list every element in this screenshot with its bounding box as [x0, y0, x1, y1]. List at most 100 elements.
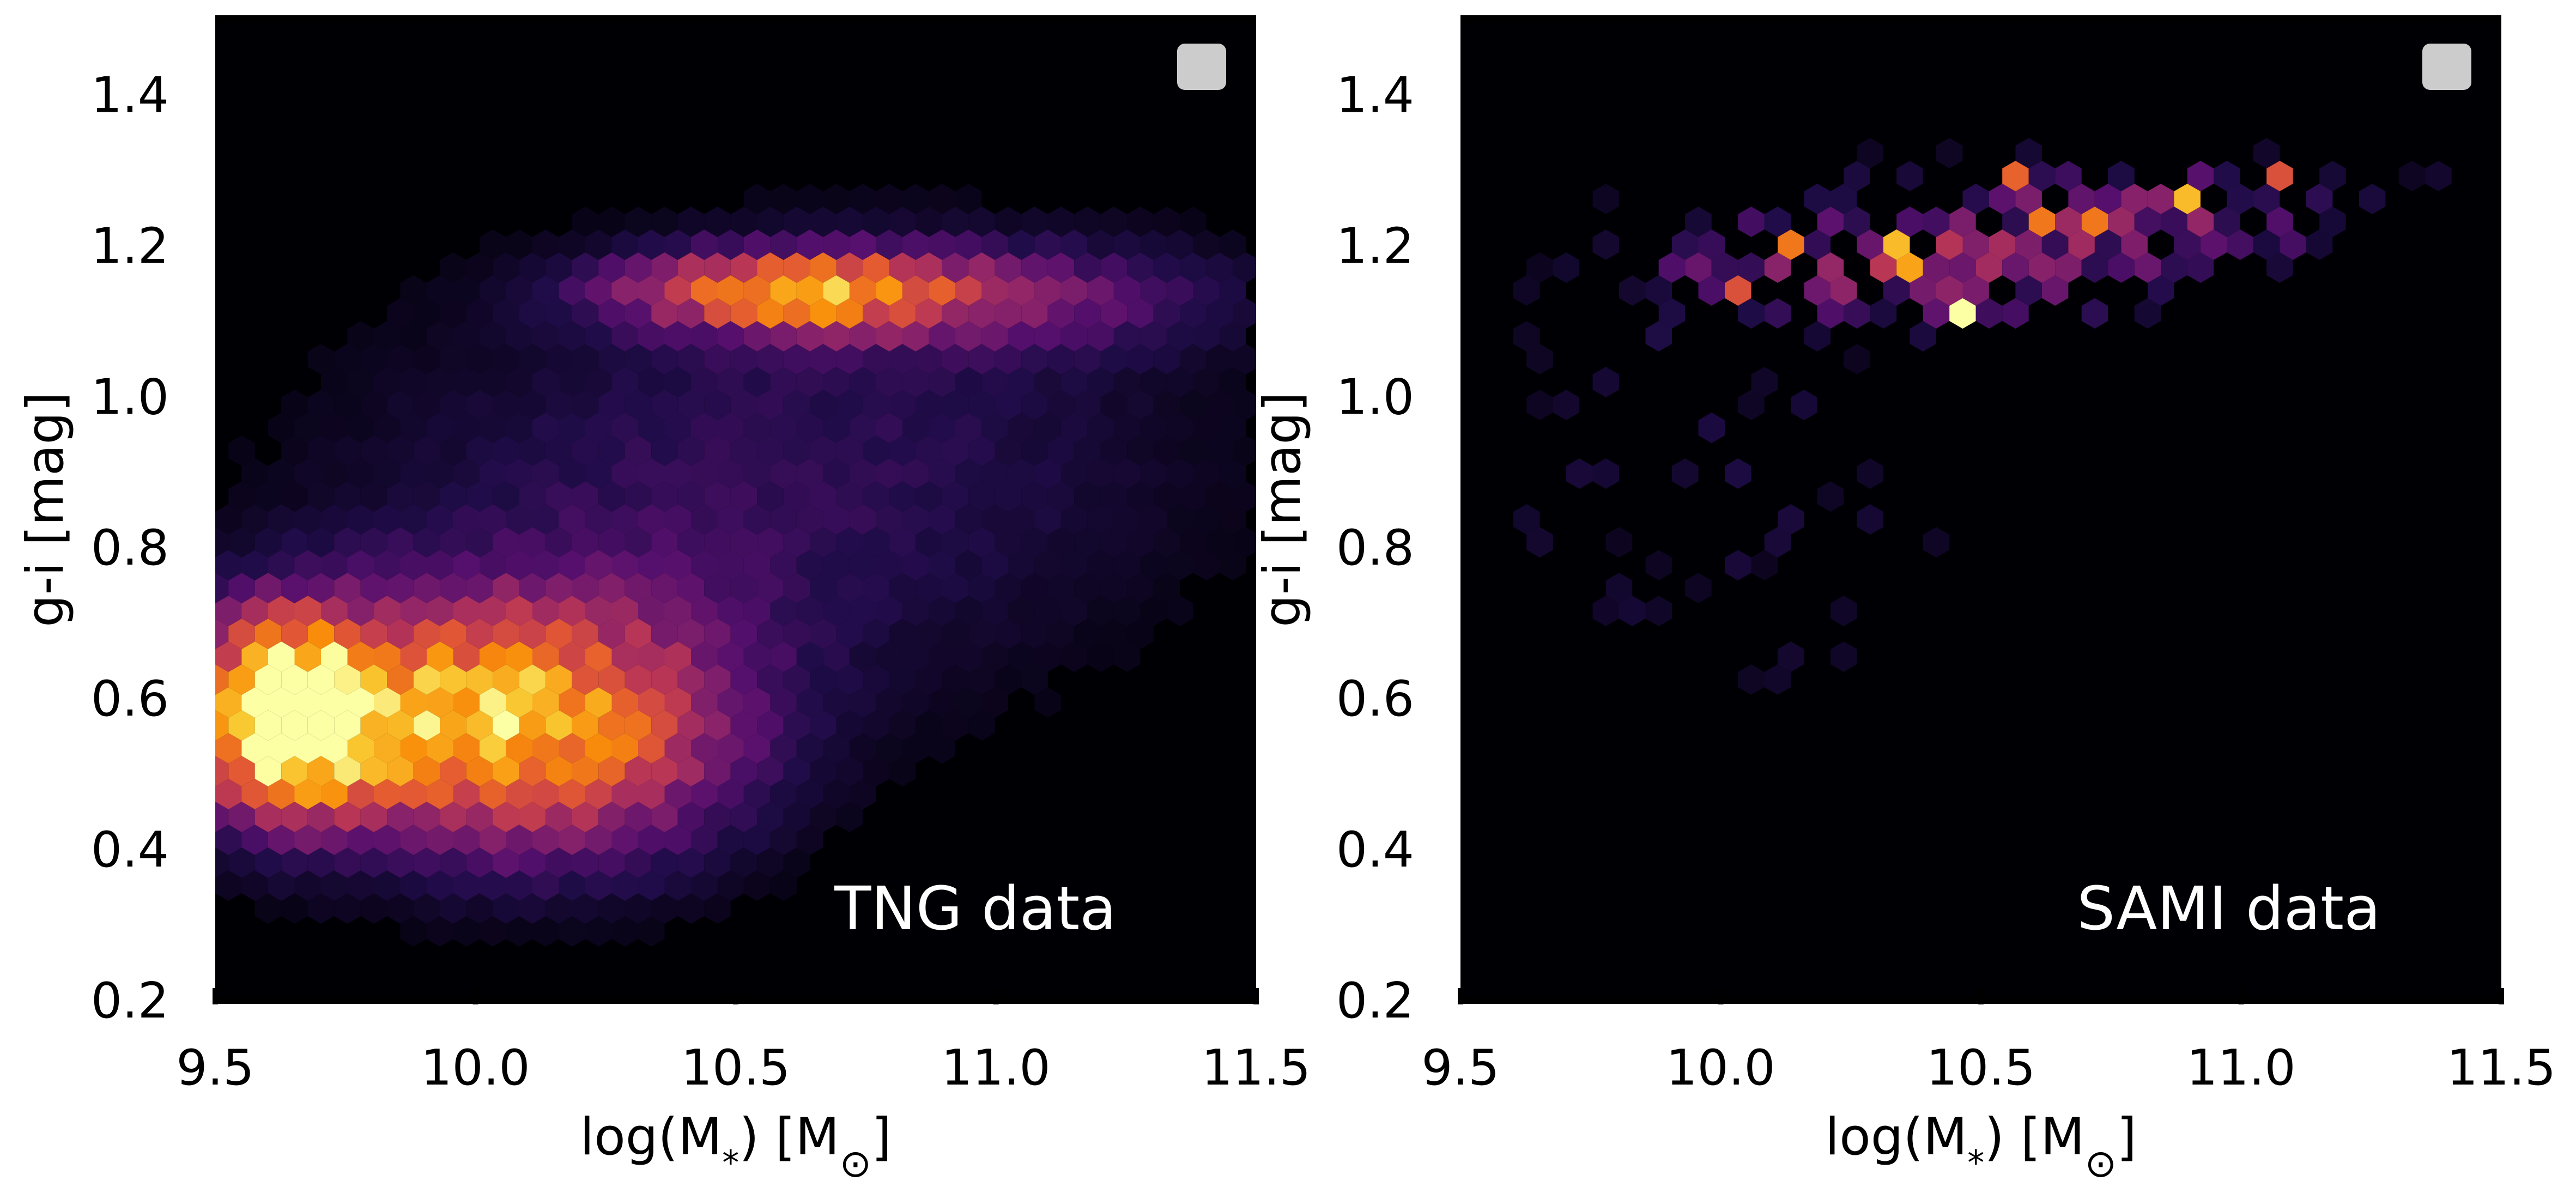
hexbin-cell	[254, 893, 282, 924]
hexbin-cell	[889, 390, 916, 420]
hexbin-cell	[400, 413, 427, 443]
hexbin-cell	[783, 390, 810, 420]
hexbin-cell	[572, 802, 599, 832]
y-tick-label: 0.8	[91, 519, 169, 577]
hexbin-cell	[400, 275, 427, 306]
hexbin-cell	[334, 664, 361, 695]
hexbin-cell	[585, 321, 612, 352]
hexbin-cell	[1127, 207, 1154, 237]
x-axis-label-sami: log(M*) [M⊙]	[1825, 1107, 2137, 1186]
hexbin-cell	[1180, 344, 1207, 374]
hexbin-cell	[691, 458, 718, 489]
hexbin-cell	[863, 252, 889, 283]
hexbin-cell	[730, 710, 757, 741]
hexbin-cell	[387, 710, 414, 741]
hexbin-cell	[770, 367, 797, 397]
hexbin-cell	[995, 298, 1022, 329]
hexbin-cell	[968, 298, 995, 329]
hexbin-cell	[2187, 252, 2214, 283]
hexbin-cell	[453, 916, 480, 947]
hexbin-cell	[374, 413, 401, 443]
hexbin-cell	[902, 550, 929, 580]
hexbin-cell	[1592, 229, 1619, 260]
hexbin-cell	[823, 321, 850, 352]
hexbin-cell	[1140, 458, 1167, 489]
hexbin-cell	[863, 344, 889, 374]
hexbin-cell	[360, 435, 387, 466]
hexbin-cell	[1685, 252, 1712, 283]
hexbin-cell	[677, 802, 705, 832]
hexbin-cell	[506, 504, 532, 535]
hexbin-cell	[427, 367, 453, 397]
hexbin-cell	[770, 870, 797, 901]
hexbin-cell	[717, 504, 744, 535]
hexbin-cell	[677, 344, 705, 374]
hexbin-cell	[1778, 641, 1804, 672]
hexbin-cell	[294, 550, 321, 580]
hexbin-cell	[506, 779, 532, 809]
hexbin-cell	[743, 504, 771, 535]
hexbin-cell	[836, 481, 863, 512]
hexbin-cell	[387, 527, 414, 558]
hexbin-cell	[598, 756, 625, 786]
hexbin-cell	[638, 504, 665, 535]
hexbin-cell	[413, 664, 440, 695]
hexbin-cell	[889, 710, 916, 741]
hexbin-cell	[532, 870, 559, 901]
hexbin-cell	[929, 596, 955, 626]
hexbin-cell	[1844, 161, 1870, 191]
hexbin-cell	[1034, 687, 1061, 718]
hexbin-cell	[1153, 390, 1180, 420]
hexbin-cell	[466, 435, 493, 466]
hexbin-cell	[611, 229, 638, 260]
hexbin-cell	[519, 252, 546, 283]
hexbin-cell	[638, 870, 665, 901]
hexbin-cell	[2015, 275, 2042, 306]
hexbin-cell	[598, 252, 625, 283]
hexbin-cell	[876, 733, 902, 764]
hexbin-cell	[254, 527, 282, 558]
hexbin-cell	[823, 504, 850, 535]
hexbin-cell	[453, 596, 480, 626]
hexbin-cell	[2055, 161, 2082, 191]
hexbin-cell	[1100, 344, 1128, 374]
hexbin-cell	[876, 596, 902, 626]
hexbin-cell	[545, 390, 572, 420]
hexbin-cell	[334, 710, 361, 741]
hexbin-cell	[400, 825, 427, 855]
hexbin-cell	[796, 413, 823, 443]
hexbin-cell	[651, 252, 678, 283]
hexbin-cell	[2187, 207, 2214, 237]
hexbin-cell	[691, 641, 718, 672]
hexbin-cell	[545, 252, 572, 283]
hexbin-cell	[440, 802, 466, 832]
hexbin-cell	[493, 893, 519, 924]
hexbin-cell	[493, 527, 519, 558]
hexbin-cell	[2266, 161, 2293, 191]
hexbin-cell	[1592, 596, 1619, 626]
hexbin-cell	[691, 596, 718, 626]
hexbin-cell	[664, 321, 691, 352]
hexbin-cell	[651, 619, 678, 649]
hexbin-cell	[1060, 229, 1088, 260]
hexbin-cell	[625, 252, 652, 283]
panel-sami: SAMI data 9.5 10.0 10.5 11.0 11.5 0.20.40.60…	[1253, 15, 2556, 1186]
hexbin-cell	[704, 481, 731, 512]
hexbin-cell	[757, 252, 784, 283]
hexbin-cell	[268, 413, 295, 443]
hexbin-cell	[506, 596, 532, 626]
hexbin-cell	[281, 390, 308, 420]
hexbin-cell	[995, 252, 1022, 283]
hexbin-cell	[532, 641, 559, 672]
hexbin-cell	[400, 550, 427, 580]
hexbin-cell	[1219, 504, 1246, 535]
hexbin-cell	[532, 367, 559, 397]
hexbin-cell	[902, 596, 929, 626]
hexbin-cell	[876, 229, 902, 260]
hexbin-cell	[2002, 207, 2029, 237]
hexbin-cell	[1166, 275, 1193, 306]
hexbin-cell	[849, 184, 876, 214]
hexbin-cell	[347, 458, 374, 489]
hexbin-cell	[1804, 275, 1831, 306]
hexbin-cell	[743, 184, 771, 214]
